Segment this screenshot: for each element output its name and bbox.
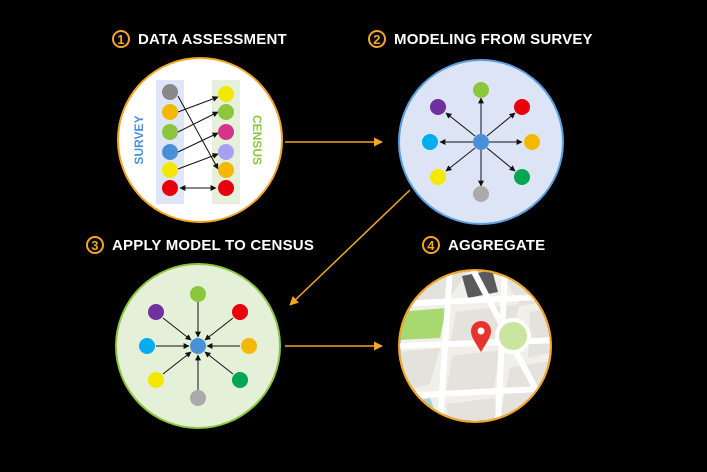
step-4-title: AGGREGATE — [448, 236, 546, 254]
census-label: CENSUS — [250, 115, 264, 165]
outward-arrows — [439, 97, 523, 187]
step-4-heading: 4 AGGREGATE — [422, 236, 545, 254]
map-pin-icon — [471, 321, 491, 352]
step-1-title: DATA ASSESSMENT — [138, 30, 287, 48]
survey-dots — [162, 84, 178, 196]
inward-arrows — [156, 302, 240, 390]
modeling-panel — [398, 59, 564, 225]
step-1-number: 1 — [112, 30, 130, 48]
step-3-heading: 3 APPLY MODEL TO CENSUS — [86, 236, 314, 254]
data-assessment-panel: SURVEY CENSUS — [117, 57, 283, 223]
step-3-number: 3 — [86, 236, 104, 254]
census-dots — [218, 86, 234, 196]
step-3-title: APPLY MODEL TO CENSUS — [112, 236, 315, 254]
matching-arrows — [177, 95, 219, 191]
aggregate-panel — [398, 269, 552, 423]
apply-model-panel — [115, 263, 281, 429]
flow-arrow-2-to-3 — [289, 189, 411, 306]
step-4-number: 4 — [422, 236, 440, 254]
survey-label: SURVEY — [132, 115, 146, 164]
step-1-heading: 1 DATA ASSESSMENT — [112, 30, 287, 48]
step-2-number: 2 — [368, 30, 386, 48]
aggregate-circle — [398, 269, 552, 423]
step-2-title: MODELING FROM SURVEY — [394, 30, 593, 48]
step-2-heading: 2 MODELING FROM SURVEY — [368, 30, 593, 48]
